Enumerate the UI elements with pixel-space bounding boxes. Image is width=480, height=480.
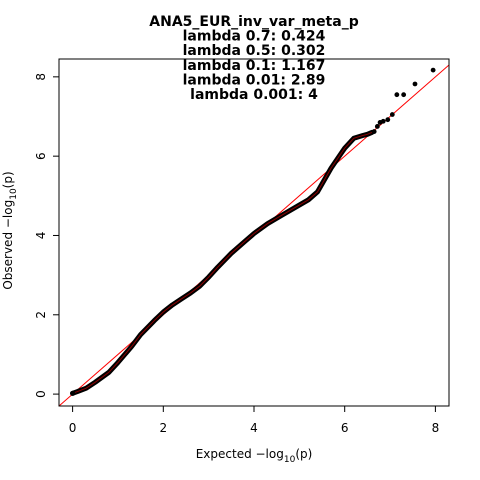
y-axis: 0 2 4 6 8 xyxy=(34,73,59,398)
data-point xyxy=(401,92,407,98)
data-point xyxy=(371,129,377,134)
title-line: lambda 0.1: 1.167 xyxy=(183,58,326,74)
y-tick-label: 6 xyxy=(34,152,48,160)
x-axis-label: Expected −log10(p) xyxy=(196,447,313,465)
title-line: lambda 0.7: 0.424 xyxy=(183,29,326,45)
y-tick-label: 8 xyxy=(34,73,48,81)
y-tick-label: 2 xyxy=(34,311,48,319)
x-axis: 0 2 4 6 8 xyxy=(69,406,439,435)
y-axis-label: Observed −log10(p) xyxy=(1,171,19,289)
x-tick-label: 4 xyxy=(250,421,258,435)
data-point xyxy=(394,92,400,98)
data-point xyxy=(70,390,76,396)
data-point xyxy=(380,118,386,124)
qq-band-overlap xyxy=(72,131,373,394)
title-line: lambda 0.01: 2.89 xyxy=(183,72,326,88)
plot-area xyxy=(59,64,449,406)
x-tick-label: 2 xyxy=(159,421,167,435)
title-line: lambda 0.5: 0.302 xyxy=(183,43,326,59)
x-tick-label: 8 xyxy=(432,421,440,435)
y-tick-label: 4 xyxy=(34,232,48,240)
y-tick-label: 0 xyxy=(34,390,48,398)
title-line: ANA5_EUR_inv_var_meta_p xyxy=(149,14,358,30)
x-tick-label: 0 xyxy=(69,421,77,435)
data-point xyxy=(389,112,395,117)
data-point xyxy=(430,67,436,73)
title-line: lambda 0.001: 4 xyxy=(190,87,318,103)
x-tick-label: 6 xyxy=(341,421,349,435)
data-point xyxy=(412,81,418,87)
data-point xyxy=(374,124,380,129)
data-point xyxy=(385,117,391,123)
